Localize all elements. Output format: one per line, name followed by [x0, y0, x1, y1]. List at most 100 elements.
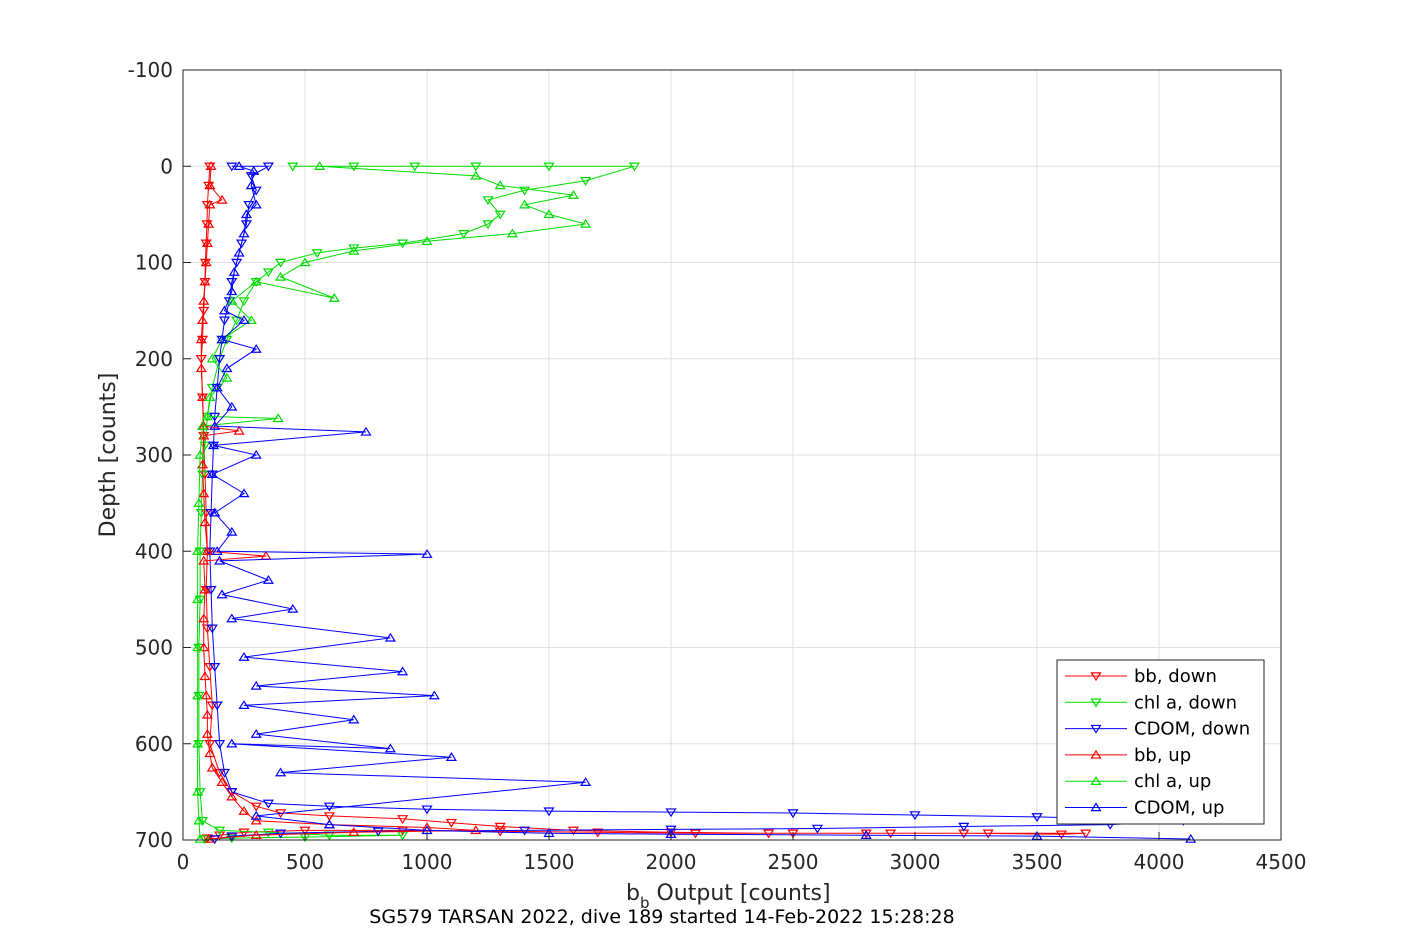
data-point-marker [519, 186, 531, 196]
data-point-marker [204, 740, 216, 749]
data-point-marker [580, 176, 592, 186]
data-point-marker [397, 666, 409, 676]
data-point-marker [494, 822, 506, 832]
data-point-marker [214, 826, 226, 836]
data-point-marker [628, 162, 640, 172]
data-point-marker [543, 162, 555, 172]
data-point-marker [192, 642, 204, 652]
data-point-marker [458, 229, 470, 239]
data-point-marker [216, 194, 228, 204]
data-point-marker [228, 266, 240, 276]
data-point-marker [323, 812, 335, 822]
data-point-marker [221, 363, 233, 373]
y-tick-label: 0 [160, 154, 173, 178]
data-point-marker [198, 642, 210, 652]
data-point-marker [238, 488, 250, 498]
data-point-marker [196, 315, 209, 324]
legend-entry-label: chl a, up [1134, 771, 1211, 792]
y-tick-label: 200 [135, 347, 173, 371]
data-point-marker [205, 509, 217, 518]
data-point-marker [811, 824, 823, 834]
legend: bb, down chl a, down CDOM, down bb, up chl a… [1056, 659, 1265, 825]
data-point-marker [262, 574, 274, 584]
data-point-marker [885, 829, 897, 839]
data-point-marker [506, 228, 518, 238]
data-point-marker [262, 799, 274, 809]
data-point-marker [233, 161, 245, 170]
data-point-marker [909, 811, 921, 821]
data-point-marker [209, 835, 221, 845]
data-point-marker [226, 295, 238, 305]
data-point-marker [1080, 829, 1092, 839]
data-point-marker [299, 257, 311, 267]
data-point-marker [194, 449, 206, 459]
x-axis-label: bb Output [counts] [626, 881, 831, 912]
y-tick-label: 700 [135, 828, 173, 852]
data-point-marker [543, 807, 555, 817]
data-point-marker [201, 411, 213, 421]
y-tick-label: 400 [135, 539, 173, 563]
data-point-marker [204, 392, 216, 401]
data-point-marker [262, 268, 274, 278]
data-point-marker [218, 305, 231, 315]
data-point-marker [787, 809, 799, 819]
data-point-marker [1055, 830, 1067, 840]
x-tick-label: 3500 [1012, 850, 1063, 874]
data-point-marker [323, 802, 335, 812]
x-tick-label: 4500 [1256, 850, 1307, 874]
data-point-marker [196, 392, 209, 401]
x-tick-label: 500 [286, 850, 324, 874]
data-point-marker [272, 413, 284, 423]
data-point-marker [787, 829, 799, 839]
legend-swatch-marker [1090, 802, 1102, 812]
data-point-marker [226, 788, 238, 798]
data-point-marker [231, 258, 243, 268]
data-point-marker [226, 286, 238, 296]
legend-swatch-marker [1090, 672, 1102, 682]
data-point-marker [203, 833, 215, 843]
data-point-marker [226, 401, 238, 411]
data-point-marker [199, 441, 211, 451]
data-point-marker [238, 651, 250, 661]
x-tick-label: 1000 [402, 850, 453, 874]
data-point-marker [250, 728, 262, 738]
data-point-marker [689, 829, 701, 839]
data-point-marker [275, 258, 287, 268]
data-point-marker [198, 555, 210, 565]
y-tick-label: 500 [135, 636, 173, 660]
data-point-marker [216, 334, 228, 344]
data-point-marker [982, 829, 994, 839]
data-point-marker [201, 220, 213, 230]
data-point-marker [209, 507, 221, 517]
data-point-marker [198, 295, 210, 305]
data-point-marker [567, 189, 579, 199]
data-point-marker [204, 199, 216, 209]
data-point-marker [494, 180, 506, 190]
data-point-marker [199, 671, 211, 681]
series-line [198, 165, 635, 840]
data-point-marker [195, 334, 207, 344]
data-point-marker [262, 828, 274, 838]
data-point-marker [192, 690, 204, 700]
data-point-marker [348, 162, 360, 172]
data-point-marker [238, 297, 250, 307]
legend-swatch-marker [1090, 724, 1102, 734]
data-point-marker [1031, 813, 1043, 823]
data-point-marker [245, 180, 257, 190]
data-point-marker [194, 833, 206, 843]
data-point-marker [519, 199, 531, 209]
data-point-marker [216, 777, 228, 786]
data-point-marker [214, 555, 226, 565]
data-point-marker [397, 815, 409, 825]
x-tick-label: 0 [177, 850, 190, 874]
data-point-marker [201, 546, 213, 555]
y-tick-label: 100 [135, 251, 173, 275]
data-point-marker [1185, 833, 1197, 843]
data-point-marker [226, 613, 238, 623]
x-tick-label: 2000 [646, 850, 697, 874]
data-point-marker [567, 826, 579, 836]
data-point-marker [328, 292, 340, 302]
data-point-marker [238, 700, 250, 709]
data-point-marker [207, 440, 220, 450]
data-point-marker [287, 162, 299, 172]
